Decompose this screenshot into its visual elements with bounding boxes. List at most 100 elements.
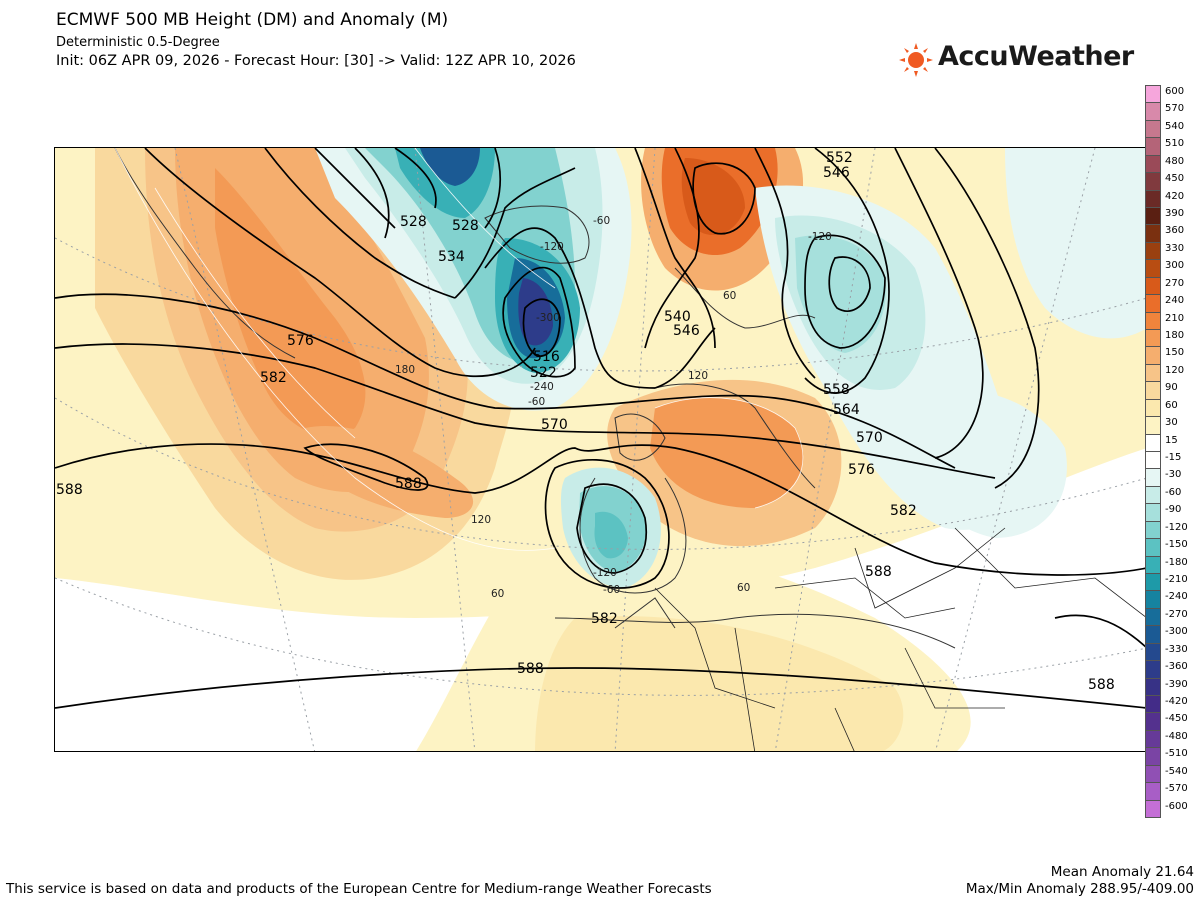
legend-label: 15 (1165, 434, 1178, 446)
legend-entry: 180 (1145, 329, 1200, 348)
legend-swatch (1145, 642, 1161, 662)
contour-label: 540 (664, 309, 691, 325)
legend-entry: -510 (1145, 747, 1200, 766)
legend-swatch (1145, 363, 1161, 383)
contour-label: 552 (826, 150, 853, 166)
contour-label: 588 (517, 661, 544, 677)
legend-label: 480 (1165, 155, 1185, 167)
anomaly-label: 180 (395, 364, 415, 376)
legend-entry: 420 (1145, 189, 1200, 208)
legend-swatch (1145, 555, 1161, 574)
contour-label: 564 (833, 402, 860, 418)
legend-entry: -210 (1145, 573, 1200, 592)
legend-swatch (1145, 764, 1161, 784)
legend-label: -180 (1165, 556, 1188, 568)
anomaly-label: -60 (603, 584, 620, 596)
legend-entry: -120 (1145, 520, 1200, 540)
contour-label: 588 (1088, 677, 1115, 693)
legend-entry: 450 (1145, 172, 1200, 191)
legend-label: 240 (1165, 295, 1185, 307)
contour-label: 516 (533, 349, 560, 365)
legend-swatch (1145, 137, 1161, 156)
anomaly-contours (114, 148, 804, 551)
anomaly-label: 120 (471, 514, 491, 526)
contour-label: 570 (856, 430, 883, 446)
legend-swatch (1145, 241, 1161, 261)
contour-label: 570 (541, 417, 568, 433)
legend-label: 420 (1165, 190, 1185, 202)
legend-swatch (1145, 590, 1161, 609)
height-labels: 588 588 588 588 588 582 582 582 576 576 … (56, 150, 1115, 693)
legend-entry: -360 (1145, 660, 1200, 679)
borders (654, 527, 1145, 751)
legend-entry: -450 (1145, 712, 1200, 731)
anomaly-shading (55, 148, 1145, 751)
sun-icon (899, 43, 933, 77)
anomaly-label: 60 (737, 582, 750, 594)
anomaly-label: 60 (491, 588, 504, 600)
legend-label: -210 (1165, 574, 1188, 585)
legend-swatch (1145, 677, 1161, 696)
legend-label: -15 (1165, 452, 1182, 463)
legend-entry: 360 (1145, 224, 1200, 243)
legend-swatch (1145, 782, 1161, 801)
legend-label: -270 (1165, 608, 1188, 620)
legend-label: 90 (1165, 382, 1178, 394)
legend-entry: 390 (1145, 207, 1200, 226)
legend-entry: 300 (1145, 259, 1200, 278)
legend-label: 120 (1165, 364, 1185, 376)
legend-swatch (1145, 747, 1161, 766)
anomaly-label: -300 (536, 312, 560, 324)
legend-label: -30 (1165, 469, 1182, 481)
legend-label: -60 (1165, 486, 1182, 498)
legend-swatch (1145, 154, 1161, 174)
legend-label: 30 (1165, 417, 1178, 429)
legend-label: 180 (1165, 330, 1185, 341)
contour-label: 588 (395, 476, 422, 492)
anomaly-color-legend: 600 570 540 510 480 450 420 390 360 330 300 270 240 2… (1145, 85, 1200, 818)
graticule (55, 148, 1145, 751)
legend-entry: 270 (1145, 276, 1200, 296)
legend-swatch (1145, 625, 1161, 644)
legend-entry: -420 (1145, 695, 1200, 714)
legend-entry: -15 (1145, 451, 1200, 470)
anomaly-label: -60 (593, 215, 610, 227)
legend-entry: -240 (1145, 590, 1200, 609)
legend-swatch (1145, 224, 1161, 243)
contour-label: 582 (591, 611, 618, 627)
legend-entry: 30 (1145, 416, 1200, 435)
legend-entry: 60 (1145, 398, 1200, 418)
legend-entry: -300 (1145, 625, 1200, 644)
legend-label: -300 (1165, 626, 1188, 638)
legend-entry: 15 (1145, 433, 1200, 452)
legend-label: 270 (1165, 277, 1185, 289)
weather-map[interactable]: 588 588 588 588 588 582 582 582 576 576 … (54, 147, 1146, 752)
anomaly-labels: -300 -240 -120 -120 -120 -60 -60 -60 60 … (395, 215, 832, 600)
contour-label: 588 (56, 482, 83, 498)
legend-entry: -600 (1145, 799, 1200, 818)
legend-label: -240 (1165, 591, 1188, 603)
contour-label: 588 (865, 564, 892, 580)
legend-label: -120 (1165, 521, 1188, 533)
contour-label: 528 (400, 214, 427, 230)
legend-swatch (1145, 729, 1161, 749)
legend-label: 60 (1165, 399, 1178, 411)
legend-label: -540 (1165, 765, 1188, 777)
contour-label: 582 (260, 370, 287, 386)
contour-label: 534 (438, 249, 465, 265)
legend-entry: 510 (1145, 137, 1200, 156)
mean-anomaly: Mean Anomaly 21.64 (1050, 864, 1194, 880)
anomaly-label: 60 (723, 290, 736, 302)
legend-swatch (1145, 259, 1161, 278)
legend-label: 450 (1165, 173, 1185, 185)
legend-label: -330 (1165, 643, 1188, 655)
legend-entry: 570 (1145, 102, 1200, 121)
legend-label: 570 (1165, 103, 1185, 115)
anomaly-label: -120 (540, 241, 564, 253)
chart-title: ECMWF 500 MB Height (DM) and Anomaly (M) (56, 10, 449, 30)
legend-entry: -90 (1145, 503, 1200, 522)
legend-swatch (1145, 573, 1161, 592)
legend-label: 300 (1165, 260, 1185, 272)
logo-wordmark: AccuWeather (938, 41, 1134, 72)
contour-label: 576 (287, 333, 314, 349)
